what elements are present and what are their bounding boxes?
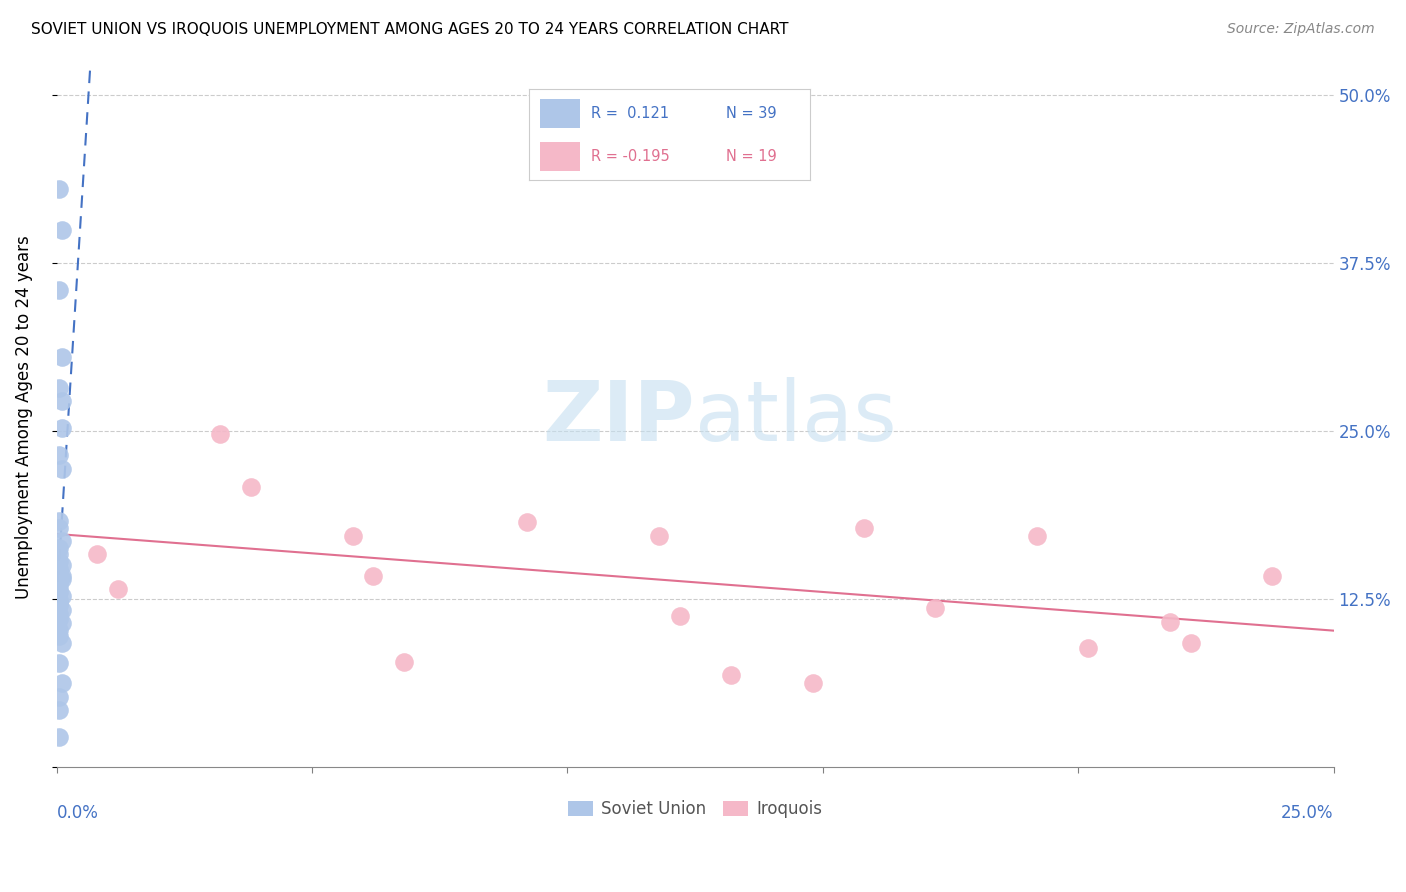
Point bbox=[48, 596, 70, 610]
Point bbox=[48, 629, 70, 643]
Legend: Soviet Union, Iroquois: Soviet Union, Iroquois bbox=[561, 793, 830, 824]
Point bbox=[48, 585, 70, 599]
Point bbox=[48, 541, 70, 555]
Point bbox=[48, 520, 70, 534]
Point bbox=[1026, 529, 1049, 543]
Point bbox=[392, 655, 415, 669]
Point bbox=[801, 676, 824, 690]
Point bbox=[48, 562, 70, 576]
Point bbox=[1180, 636, 1202, 650]
Text: 0.0%: 0.0% bbox=[56, 805, 98, 822]
Y-axis label: Unemployment Among Ages 20 to 24 years: Unemployment Among Ages 20 to 24 years bbox=[15, 235, 32, 599]
Point bbox=[924, 601, 946, 615]
Point bbox=[48, 548, 70, 562]
Point bbox=[48, 730, 70, 744]
Point bbox=[107, 582, 129, 597]
Point bbox=[48, 581, 70, 595]
Point bbox=[48, 599, 70, 613]
Text: SOVIET UNION VS IROQUOIS UNEMPLOYMENT AMONG AGES 20 TO 24 YEARS CORRELATION CHAR: SOVIET UNION VS IROQUOIS UNEMPLOYMENT AM… bbox=[31, 22, 789, 37]
Point bbox=[51, 636, 73, 650]
Point bbox=[852, 520, 875, 534]
Point bbox=[48, 514, 70, 528]
Point bbox=[48, 283, 70, 297]
Point bbox=[48, 690, 70, 704]
Point bbox=[48, 554, 70, 568]
Point bbox=[51, 589, 73, 603]
Point bbox=[48, 623, 70, 637]
Point bbox=[48, 182, 70, 196]
Point bbox=[51, 461, 73, 475]
Point bbox=[48, 607, 70, 621]
Point bbox=[51, 222, 73, 236]
Point bbox=[51, 394, 73, 409]
Point bbox=[1077, 641, 1099, 656]
Point bbox=[48, 567, 70, 582]
Point bbox=[1159, 615, 1181, 629]
Point bbox=[48, 593, 70, 607]
Point bbox=[51, 569, 73, 583]
Point bbox=[51, 421, 73, 435]
Text: ZIP: ZIP bbox=[543, 377, 695, 458]
Point bbox=[1261, 569, 1284, 583]
Point bbox=[48, 656, 70, 670]
Point bbox=[48, 575, 70, 590]
Point bbox=[51, 572, 73, 586]
Point bbox=[515, 515, 537, 529]
Text: atlas: atlas bbox=[695, 377, 897, 458]
Text: Source: ZipAtlas.com: Source: ZipAtlas.com bbox=[1227, 22, 1375, 37]
Point bbox=[51, 676, 73, 690]
Point bbox=[648, 529, 671, 543]
Point bbox=[51, 615, 73, 630]
Point bbox=[51, 350, 73, 364]
Point bbox=[48, 612, 70, 626]
Point bbox=[86, 548, 108, 562]
Point bbox=[668, 609, 690, 624]
Point bbox=[51, 558, 73, 573]
Point bbox=[48, 381, 70, 395]
Point bbox=[361, 569, 384, 583]
Point bbox=[720, 668, 742, 682]
Point bbox=[239, 480, 262, 494]
Point bbox=[51, 602, 73, 616]
Point bbox=[51, 534, 73, 549]
Point bbox=[48, 448, 70, 462]
Point bbox=[209, 426, 232, 441]
Point bbox=[342, 529, 364, 543]
Text: 25.0%: 25.0% bbox=[1281, 805, 1333, 822]
Point bbox=[48, 703, 70, 717]
